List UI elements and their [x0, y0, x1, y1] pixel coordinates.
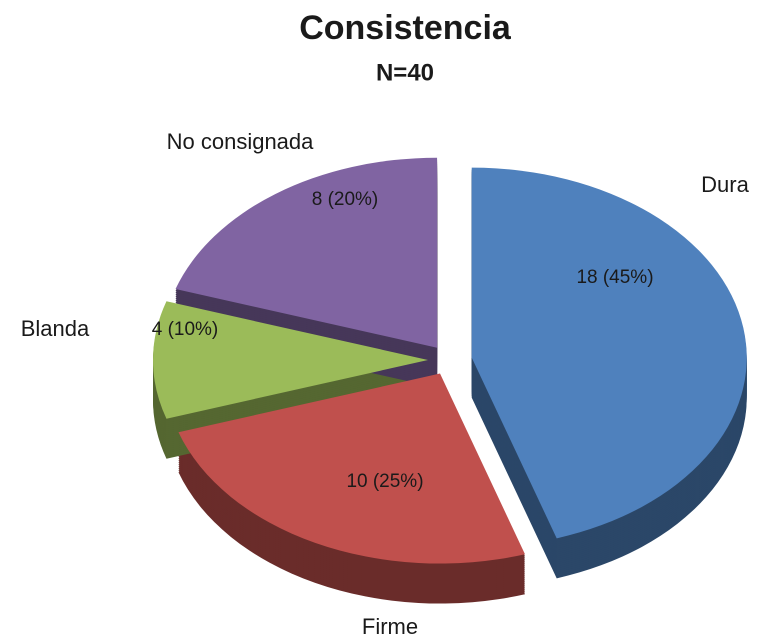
value-label: 18 (45%): [576, 267, 653, 288]
category-label: No consignada: [167, 129, 315, 154]
category-label: Dura: [701, 172, 749, 197]
chart-title: Consistencia: [299, 9, 512, 47]
slice: [471, 167, 747, 539]
slice: [175, 157, 438, 348]
slice: [178, 373, 525, 564]
category-label: Blanda: [21, 316, 90, 341]
value-label: 4 (10%): [152, 319, 219, 340]
category-label: Firme: [362, 614, 418, 639]
value-label: 8 (20%): [312, 189, 379, 210]
value-label: 10 (25%): [346, 471, 423, 492]
chart-subtitle: N=40: [376, 59, 434, 86]
slice: [153, 301, 428, 419]
